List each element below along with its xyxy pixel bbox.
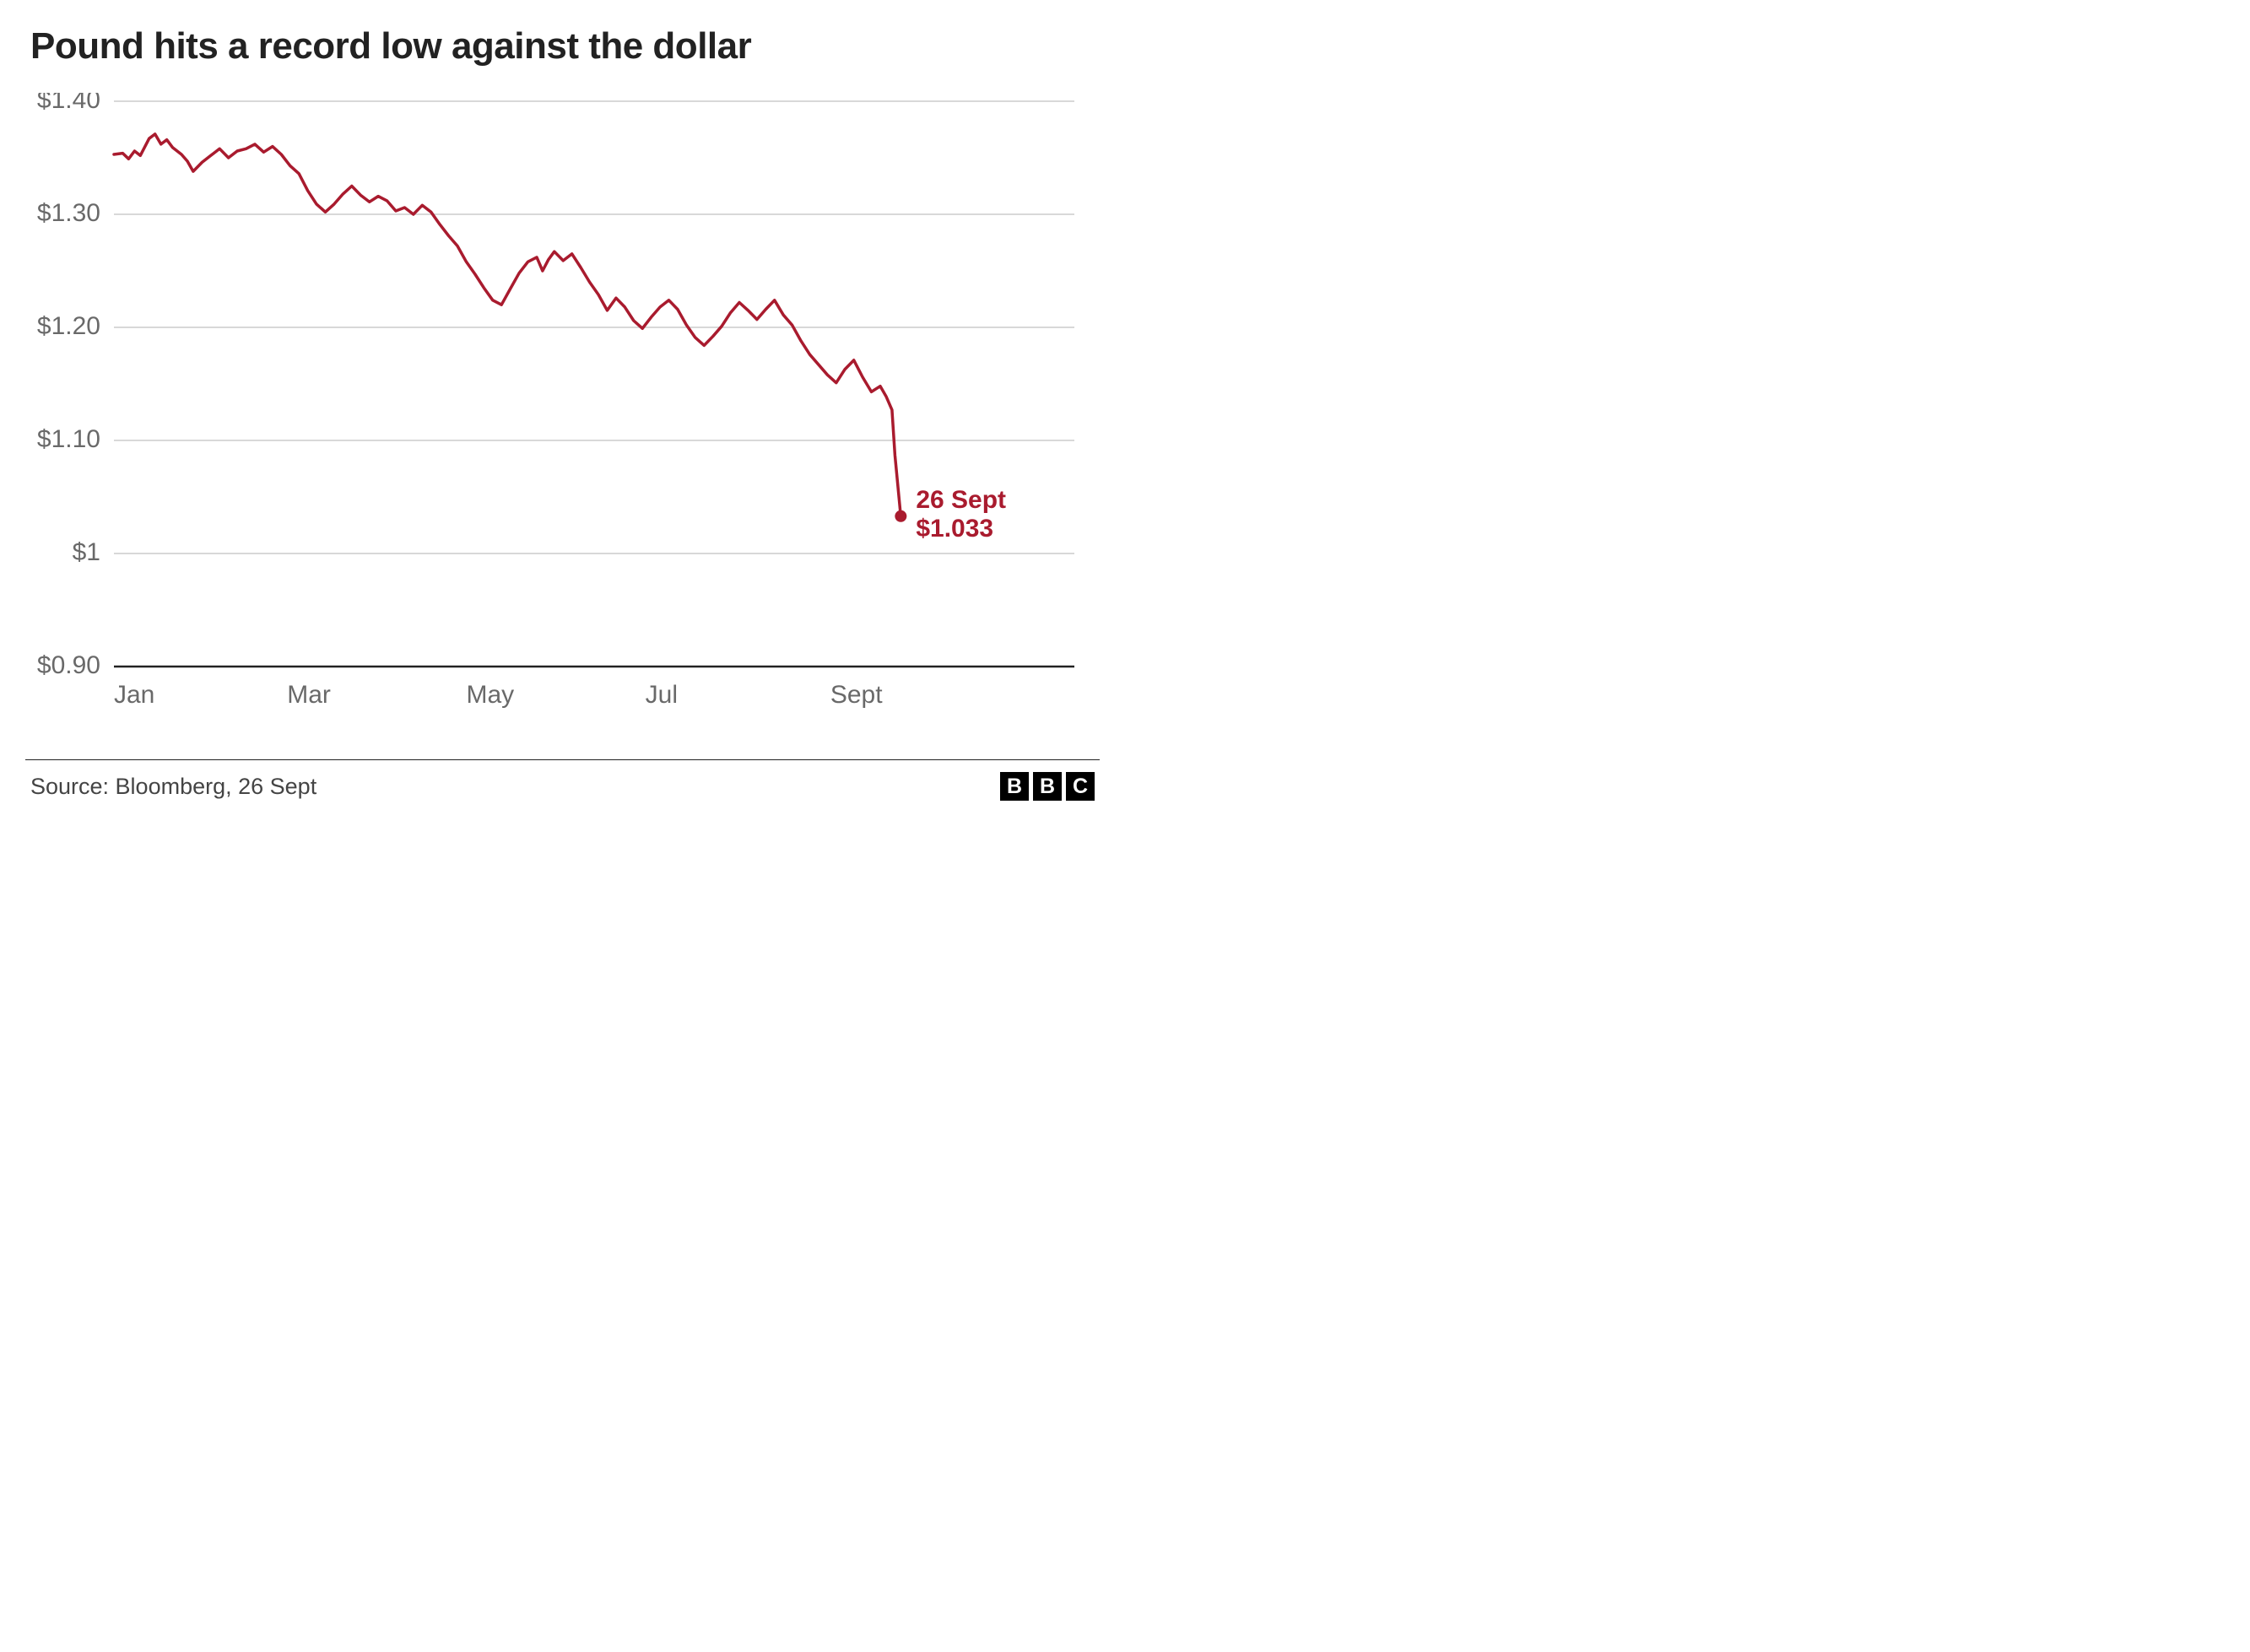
svg-text:$1.033: $1.033: [916, 515, 993, 543]
bbc-logo-letter: B: [1000, 772, 1029, 801]
svg-text:$1.40: $1.40: [37, 93, 100, 114]
svg-text:Jul: Jul: [646, 681, 678, 709]
svg-text:Mar: Mar: [287, 681, 331, 709]
line-chart-svg: $1.40 $1.30 $1.20 $1.10 $1 $0.90 Jan Mar May Jul S…: [25, 93, 1100, 759]
chart-container: Pound hits a record low against the doll…: [0, 0, 1125, 826]
bbc-logo: B B C: [1000, 772, 1095, 801]
svg-text:$1.30: $1.30: [37, 199, 100, 227]
svg-text:May: May: [466, 681, 514, 709]
plot-area: $1.40 $1.30 $1.20 $1.10 $1 $0.90 Jan Mar May Jul S…: [25, 93, 1100, 759]
svg-text:Jan: Jan: [114, 681, 154, 709]
bbc-logo-letter: B: [1033, 772, 1062, 801]
chart-footer: Source: Bloomberg, 26 Sept B B C: [25, 759, 1100, 818]
svg-text:26 Sept: 26 Sept: [916, 486, 1006, 514]
svg-text:$0.90: $0.90: [37, 651, 100, 679]
source-text: Source: Bloomberg, 26 Sept: [30, 774, 316, 800]
svg-text:$1.20: $1.20: [37, 312, 100, 340]
svg-text:$1: $1: [73, 538, 100, 566]
bbc-logo-letter: C: [1066, 772, 1095, 801]
svg-text:$1.10: $1.10: [37, 425, 100, 453]
svg-text:Sept: Sept: [830, 681, 883, 709]
chart-title: Pound hits a record low against the doll…: [30, 25, 1100, 67]
